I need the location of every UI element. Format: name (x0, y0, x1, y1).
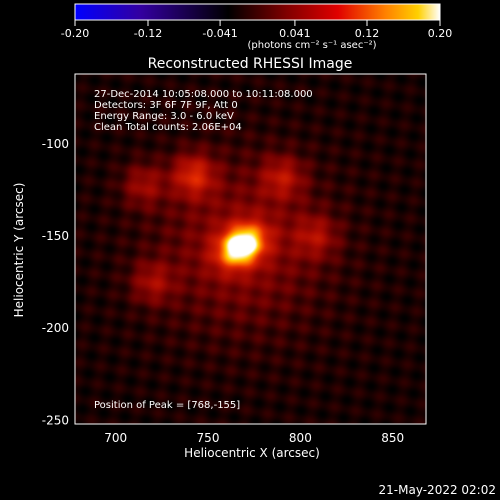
y-tick-label: -200 (42, 321, 69, 335)
chart-title: Reconstructed RHESSI Image (148, 56, 353, 72)
colorbar-gradient (74, 3, 441, 21)
colorbar-tick-label: 0.12 (355, 27, 380, 40)
x-tick-label: 800 (289, 431, 312, 445)
colorbar-tick-label: 0.20 (428, 27, 453, 40)
colorbar-tick-label: 0.041 (279, 27, 311, 40)
colorbar-units: (photons cm⁻² s⁻¹ asec⁻²) (247, 40, 376, 51)
colorbar: -0.20 -0.12 -0.041 0.041 0.12 0.20 (photons c… (61, 3, 453, 51)
colorbar-tick-label: -0.12 (134, 27, 162, 40)
colorbar-tick-label: -0.041 (202, 27, 237, 40)
colorbar-tick-label: -0.20 (61, 27, 89, 40)
x-tick-label: 700 (104, 431, 127, 445)
y-axis-label: Heliocentric Y (arcsec) (12, 183, 26, 318)
x-axis-label: Heliocentric X (arcsec) (184, 446, 320, 460)
x-tick-label: 750 (197, 431, 220, 445)
y-tick-label: -100 (42, 137, 69, 151)
heatmap-image (75, 74, 426, 424)
x-tick-label: 850 (381, 431, 404, 445)
footer-date: 21-May-2022 02:02 (379, 483, 496, 497)
y-tick-label: -250 (42, 413, 69, 427)
y-tick-label: -150 (42, 229, 69, 243)
